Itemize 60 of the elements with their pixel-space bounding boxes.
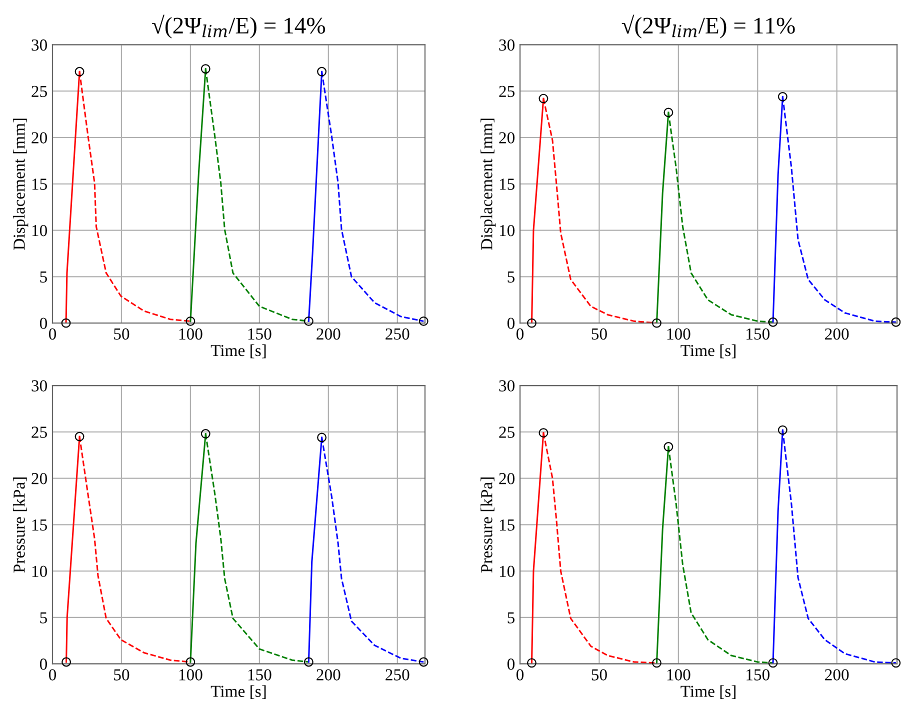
x-tick-label: 200 — [316, 328, 340, 340]
x-tick-label: 150 — [248, 669, 272, 680]
y-tick-label: 20 — [32, 473, 47, 484]
x-tick-label: 250 — [386, 669, 410, 680]
y-tick-label: 0 — [507, 318, 515, 329]
x-tick-label: 200 — [316, 669, 340, 680]
y-tick-label: 20 — [499, 132, 515, 144]
x-tick-label: 100 — [179, 669, 202, 680]
x-axis-title: Time [s] — [210, 344, 266, 358]
y-tick-label: 20 — [32, 132, 47, 144]
y-tick-label: 5 — [508, 272, 514, 283]
y-tick-label: 0 — [40, 318, 47, 329]
x-tick-label: 250 — [386, 328, 410, 340]
y-tick-label: 10 — [32, 566, 47, 578]
y-tick-label: 15 — [500, 519, 514, 531]
y-axis-title: Displacement [mm] — [480, 118, 496, 250]
x-axis-title: Time [s] — [210, 685, 266, 700]
chart-title: √(2Ψ$_{lim}$/E) = 14% — [152, 14, 326, 38]
x-tick-label: 50 — [592, 328, 607, 340]
y-tick-label: 30 — [32, 39, 47, 51]
y-tick-label: 15 — [32, 519, 47, 531]
y-tick-label: 5 — [40, 272, 47, 283]
y-tick-label: 20 — [499, 473, 515, 484]
x-tick-label: 50 — [592, 669, 607, 680]
x-tick-label: 100 — [179, 328, 202, 340]
x-tick-label: 200 — [825, 669, 849, 680]
x-tick-label: 150 — [248, 328, 272, 340]
y-tick-label: 5 — [40, 612, 47, 624]
y-tick-label: 25 — [32, 426, 47, 438]
y-tick-label: 10 — [32, 224, 47, 236]
y-axis-title: Pressure [kPa] — [13, 478, 27, 573]
y-axis-title: Pressure [kPa] — [480, 478, 494, 573]
x-tick-label: 150 — [746, 669, 770, 680]
x-tick-label: 0 — [516, 669, 524, 680]
x-tick-label: 100 — [667, 669, 690, 680]
x-axis-title: Time [s] — [680, 685, 736, 700]
y-tick-label: 10 — [500, 566, 515, 578]
x-tick-label: 0 — [48, 669, 56, 680]
x-tick-label: 0 — [516, 328, 524, 340]
y-tick-label: 25 — [499, 426, 514, 438]
y-tick-label: 5 — [508, 612, 514, 624]
y-tick-label: 15 — [500, 178, 514, 190]
x-tick-label: 200 — [825, 328, 849, 340]
y-tick-label: 0 — [507, 658, 515, 670]
y-tick-label: 15 — [32, 178, 47, 190]
x-tick-label: 100 — [667, 328, 690, 340]
x-tick-label: 50 — [114, 328, 130, 340]
y-tick-label: 25 — [499, 86, 514, 98]
chart-title: √(2Ψ$_{lim}$/E) = 11% — [622, 14, 795, 38]
y-tick-label: 10 — [500, 224, 515, 236]
y-tick-label: 30 — [499, 380, 515, 392]
y-axis-title: Displacement [mm] — [13, 118, 28, 250]
y-tick-label: 30 — [32, 380, 47, 392]
y-tick-label: 30 — [499, 39, 515, 51]
x-tick-label: 50 — [114, 669, 130, 680]
y-tick-label: 25 — [32, 86, 47, 98]
x-tick-label: 0 — [48, 328, 56, 340]
x-axis-title: Time [s] — [680, 344, 736, 358]
y-tick-label: 0 — [40, 658, 47, 670]
x-tick-label: 150 — [746, 328, 770, 340]
